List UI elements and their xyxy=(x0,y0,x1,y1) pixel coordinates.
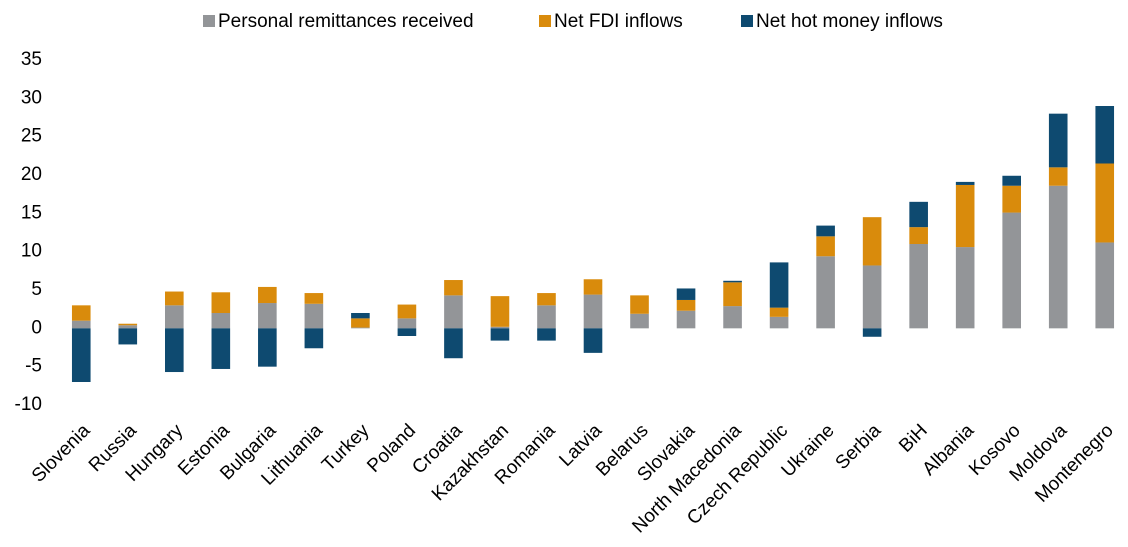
bar-segment xyxy=(351,318,370,328)
bar-segment xyxy=(397,328,417,336)
bar-segment xyxy=(909,227,928,244)
y-tick-label: -5 xyxy=(25,356,42,377)
y-tick-label: 35 xyxy=(21,49,42,70)
bar-segment xyxy=(816,236,835,257)
bar-segment xyxy=(909,244,928,329)
x-tick-label: Poland xyxy=(363,420,420,477)
bar-segment xyxy=(118,328,138,345)
bar-segment xyxy=(955,184,975,248)
bar-segment xyxy=(1002,185,1021,213)
bar-segment xyxy=(723,280,742,283)
bar-segment xyxy=(630,313,649,329)
bar-segment xyxy=(909,201,928,228)
bar-segment xyxy=(397,318,417,329)
legend-label: Personal remittances received xyxy=(218,11,474,32)
bar-segment xyxy=(444,280,463,296)
bar-segment xyxy=(165,305,184,329)
bar-segment xyxy=(304,328,324,349)
bar-segment xyxy=(1048,113,1068,168)
bar-segment xyxy=(490,328,510,341)
bar-segment xyxy=(211,313,231,329)
bar-segment xyxy=(118,323,138,326)
bar-segment xyxy=(630,295,649,314)
bar-segment xyxy=(676,288,696,300)
y-tick-label: -10 xyxy=(15,394,42,415)
legend-swatch xyxy=(203,15,215,27)
y-tick-label: 20 xyxy=(21,164,42,185)
bar-segment xyxy=(71,320,91,329)
bar-segment xyxy=(769,307,789,317)
x-tick-label: Slovenia xyxy=(28,420,95,487)
bar-segment xyxy=(165,291,184,306)
bar-segment xyxy=(862,265,882,329)
bar-segment xyxy=(537,305,556,329)
bar-segment xyxy=(537,328,556,341)
bar-segment xyxy=(955,181,975,185)
bar-segment xyxy=(769,262,789,308)
bar-segment xyxy=(769,316,789,329)
bar-segment xyxy=(258,328,277,367)
bar-segment xyxy=(71,328,91,382)
bar-segment xyxy=(444,328,463,359)
bar-segment xyxy=(816,256,835,329)
bar-segment xyxy=(71,305,91,321)
bar-segment xyxy=(258,286,277,304)
bar-segment xyxy=(955,247,975,329)
bar-segment xyxy=(211,328,231,369)
bar-segment xyxy=(723,306,742,329)
bar-segment xyxy=(211,292,231,313)
bar-segment xyxy=(444,295,463,329)
bar-segment xyxy=(816,225,835,237)
y-tick-label: 0 xyxy=(31,317,42,338)
bar-segment xyxy=(397,304,417,319)
bar-segment xyxy=(490,326,510,329)
bar-segment xyxy=(490,296,510,327)
bar-segment xyxy=(1095,242,1115,329)
legend-label: Net hot money inflows xyxy=(756,11,943,32)
bar-segment xyxy=(583,328,603,353)
x-tick-label: Albania xyxy=(919,420,979,480)
bar-segment xyxy=(723,282,742,307)
x-tick-label: BiH xyxy=(895,420,932,457)
bar-segment xyxy=(676,299,696,311)
x-tick-label: Turkey xyxy=(318,420,374,476)
y-tick-label: 15 xyxy=(21,202,42,223)
bar-segment xyxy=(258,303,277,329)
bar-segment xyxy=(537,293,556,306)
bar-segment xyxy=(583,294,603,329)
legend-swatch xyxy=(539,15,551,27)
bar-segment xyxy=(1048,167,1068,186)
bar-segment xyxy=(1002,212,1021,329)
bar-segment xyxy=(118,325,138,329)
bar-segment xyxy=(1002,175,1021,186)
bar-segment xyxy=(1095,163,1115,243)
bar-segment xyxy=(165,328,184,373)
y-tick-label: 25 xyxy=(21,126,42,147)
bar-segment xyxy=(304,303,324,329)
bar-segment xyxy=(351,313,370,319)
bar-segment xyxy=(676,310,696,329)
y-tick-label: 5 xyxy=(31,279,42,300)
bar-segment xyxy=(1048,185,1068,329)
x-tick-label: Ukraine xyxy=(778,420,839,481)
y-tick-label: 10 xyxy=(21,241,42,262)
bar-segment xyxy=(1095,106,1115,164)
bar-segment xyxy=(862,328,882,337)
bar-segment xyxy=(351,327,370,329)
bar-segment xyxy=(304,293,324,304)
x-tick-label: Serbia xyxy=(832,420,886,474)
legend-label: Net FDI inflows xyxy=(554,11,683,32)
y-tick-label: 30 xyxy=(21,87,42,108)
bar-segment xyxy=(583,279,603,295)
bar-segment xyxy=(862,217,882,266)
legend-swatch xyxy=(741,15,753,27)
